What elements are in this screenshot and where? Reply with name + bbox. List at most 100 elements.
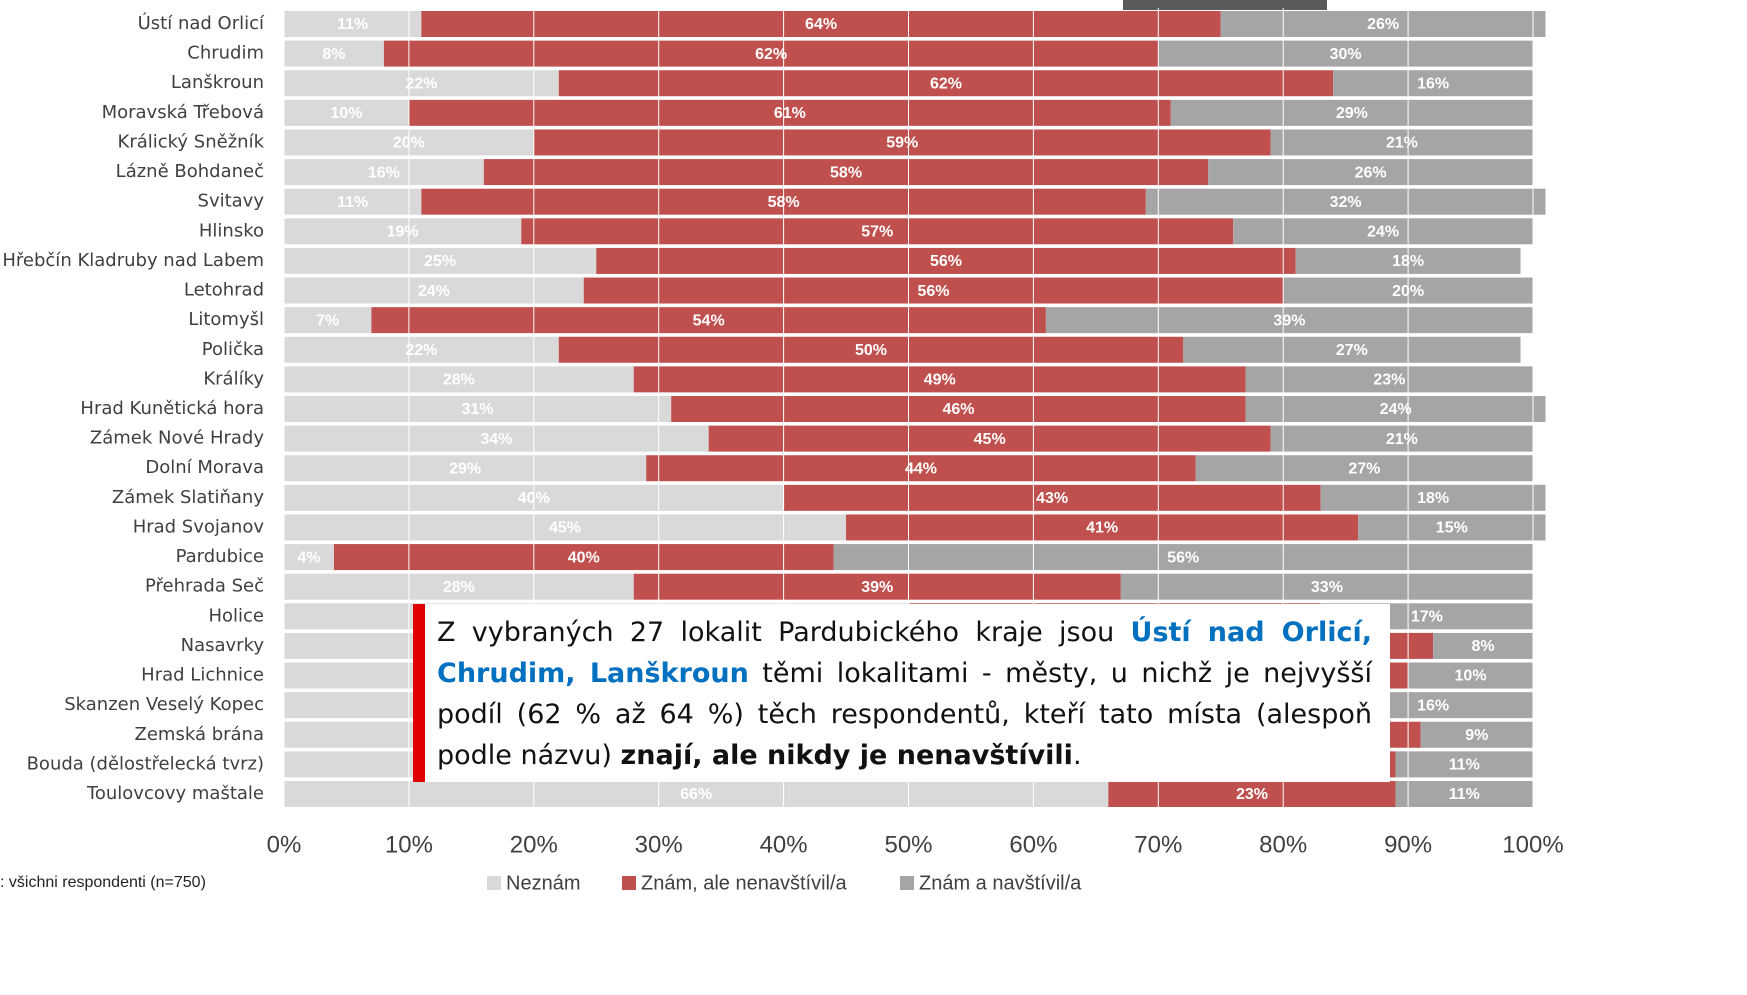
value-label: 34% — [480, 431, 512, 448]
value-label: 11% — [337, 16, 368, 33]
value-label: 22% — [405, 342, 437, 359]
category-label: Letohrad — [184, 280, 264, 301]
photo-fragment — [1123, 0, 1327, 10]
category-label: Hlinsko — [199, 220, 264, 241]
value-label: 29% — [1336, 105, 1368, 122]
category-label: Lázně Bohdaneč — [116, 161, 264, 182]
value-label: 33% — [1311, 579, 1343, 596]
x-tick-label: 90% — [1384, 831, 1432, 858]
value-label: 50% — [855, 342, 887, 359]
value-label: 27% — [1348, 460, 1380, 477]
value-label: 21% — [1386, 431, 1418, 448]
category-label: Lanškroun — [171, 72, 264, 93]
legend-swatch — [487, 876, 501, 890]
value-label: 31% — [462, 401, 494, 418]
category-label: Dolní Morava — [145, 457, 264, 478]
category-label: Pardubice — [176, 546, 264, 567]
x-tick-label: 80% — [1259, 831, 1307, 858]
annotation-part: . — [1073, 740, 1082, 771]
value-label: 59% — [886, 135, 918, 152]
value-label: 24% — [418, 283, 450, 300]
x-tick-label: 10% — [385, 831, 433, 858]
value-label: 41% — [1086, 520, 1118, 537]
value-label: 11% — [337, 194, 368, 211]
value-label: 26% — [1367, 16, 1399, 33]
value-label: 9% — [1465, 727, 1488, 744]
legend-label: Neznám — [506, 872, 580, 894]
note: : všichni respondenti (n=750) — [0, 874, 206, 891]
annotation-bold: znají, ale nikdy je nenavštívili — [621, 740, 1073, 771]
value-label: 56% — [917, 283, 949, 300]
x-tick-label: 60% — [1009, 831, 1057, 858]
x-tick-label: 30% — [635, 831, 683, 858]
value-label: 27% — [1336, 342, 1368, 359]
page: : všichni respondenti (n=750) Ústí nad O… — [0, 0, 1747, 995]
value-label: 8% — [1471, 638, 1494, 655]
x-tick-label: 70% — [1134, 831, 1182, 858]
value-label: 10% — [330, 105, 362, 122]
value-label: 39% — [1273, 312, 1305, 329]
value-label: 44% — [905, 460, 937, 477]
value-label: 28% — [443, 579, 475, 596]
value-label: 58% — [830, 164, 862, 181]
category-label: Přehrada Seč — [145, 576, 264, 597]
value-label: 45% — [974, 431, 1006, 448]
value-label: 26% — [1355, 164, 1387, 181]
category-label: Litomyšl — [188, 309, 264, 330]
category-label: Zemská brána — [135, 724, 264, 745]
annotation-part: Z vybraných 27 lokalit Pardubického kraj… — [437, 617, 1131, 648]
value-label: 16% — [1417, 697, 1449, 714]
category-label: Ústí nad Orlicí — [138, 12, 265, 34]
value-label: 16% — [368, 164, 400, 181]
category-label: Skanzen Veselý Kopec — [64, 694, 264, 715]
annotation-box: Z vybraných 27 lokalit Pardubického kraj… — [413, 604, 1390, 782]
x-tick-label: 100% — [1502, 831, 1563, 858]
category-label: Hřebčín Kladruby nad Labem — [2, 250, 264, 271]
category-label: Zámek Nové Hrady — [90, 428, 264, 449]
value-label: 28% — [443, 372, 475, 389]
category-label: Chrudim — [187, 43, 264, 64]
category-label: Králíky — [203, 368, 264, 389]
value-label: 15% — [1436, 520, 1468, 537]
value-label: 49% — [924, 372, 956, 389]
value-label: 45% — [549, 520, 581, 537]
category-label: Bouda (dělostřelecká tvrz) — [27, 753, 264, 774]
value-label: 61% — [774, 105, 806, 122]
value-label: 24% — [1367, 224, 1399, 241]
legend-swatch — [900, 876, 914, 890]
value-label: 30% — [1330, 46, 1362, 63]
annotation-text: Z vybraných 27 lokalit Pardubického kraj… — [437, 612, 1372, 776]
value-label: 39% — [861, 579, 893, 596]
category-label: Hrad Kunětická hora — [80, 398, 264, 419]
x-tick-label: 20% — [510, 831, 558, 858]
category-label: Polička — [202, 339, 264, 360]
value-label: 4% — [297, 549, 320, 566]
value-label: 21% — [1386, 135, 1418, 152]
category-label: Hrad Lichnice — [141, 665, 264, 686]
value-label: 29% — [449, 460, 481, 477]
category-label: Králický Sněžník — [118, 131, 265, 152]
value-label: 23% — [1236, 786, 1268, 803]
chart: : všichni respondenti (n=750) Ústí nad O… — [0, 0, 1747, 995]
value-label: 62% — [930, 75, 962, 92]
value-label: 32% — [1330, 194, 1362, 211]
x-tick-label: 0% — [267, 831, 302, 858]
value-label: 66% — [680, 786, 712, 803]
value-label: 22% — [405, 75, 437, 92]
value-label: 25% — [424, 253, 456, 270]
value-label: 24% — [1380, 401, 1412, 418]
value-label: 19% — [387, 224, 419, 241]
category-label: Zámek Slatiňany — [112, 487, 264, 508]
category-label: Moravská Třebová — [102, 102, 264, 123]
x-tick-label: 40% — [760, 831, 808, 858]
legend-swatch — [622, 876, 636, 890]
value-label: 16% — [1417, 75, 1449, 92]
value-label: 8% — [322, 46, 345, 63]
value-label: 11% — [1449, 757, 1480, 774]
x-tick-label: 50% — [884, 831, 932, 858]
value-label: 17% — [1411, 609, 1443, 626]
value-label: 11% — [1449, 786, 1480, 803]
value-label: 56% — [1167, 549, 1199, 566]
value-label: 64% — [805, 16, 837, 33]
value-label: 43% — [1036, 490, 1068, 507]
